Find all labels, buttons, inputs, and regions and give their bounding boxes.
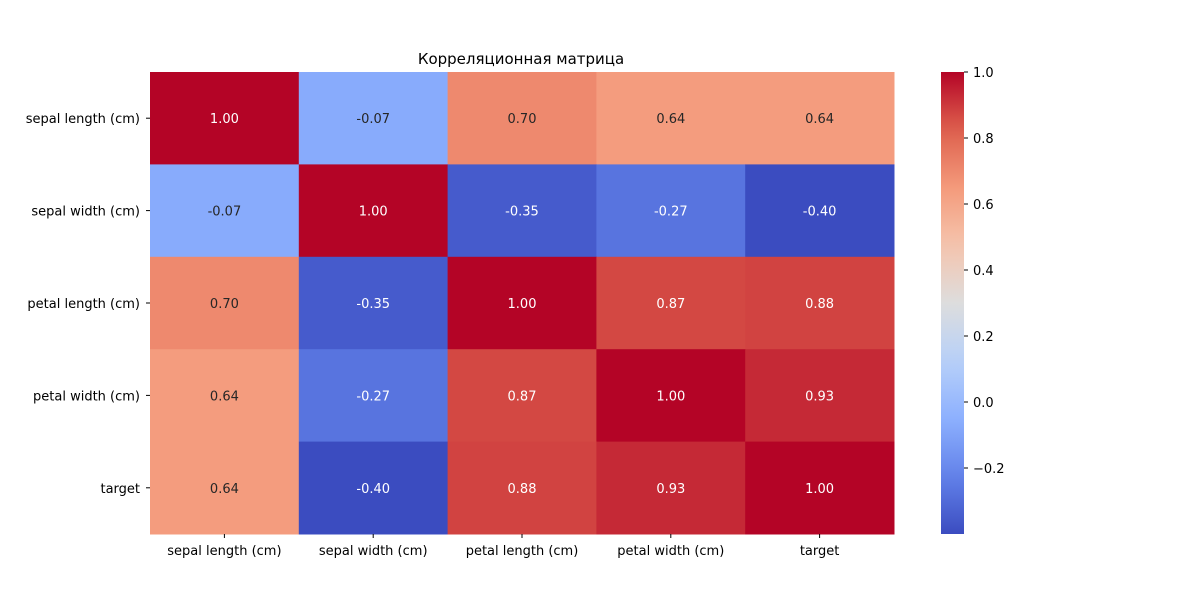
cell-value-label: 0.93 <box>656 482 685 497</box>
colorbar-tick-label: 0.0 <box>973 396 994 411</box>
heatmap-cell <box>298 72 449 165</box>
heatmap-cell <box>298 349 449 443</box>
cell-value-label: 1.00 <box>508 297 537 312</box>
heatmap-cell <box>150 164 300 258</box>
heatmap-cell <box>745 349 895 443</box>
cell-value-label: -0.07 <box>356 112 390 127</box>
cell-value-label: -0.40 <box>356 482 390 497</box>
heatmap-cell <box>596 72 746 165</box>
cell-value-label: 0.87 <box>656 297 685 312</box>
cell-value-label: 0.88 <box>805 297 834 312</box>
colorbar-tick-label: 0.8 <box>973 132 994 147</box>
heatmap-cell <box>745 441 895 535</box>
cell-value-label: 0.88 <box>508 482 537 497</box>
heatmap-cell <box>447 72 597 165</box>
heatmap-cell <box>745 256 895 350</box>
cell-value-label: 0.70 <box>508 112 537 127</box>
colorbar-tick-label: 0.2 <box>973 330 994 345</box>
cell-value-label: 0.64 <box>656 112 685 127</box>
heatmap-cell <box>596 256 746 350</box>
cell-value-label: 1.00 <box>805 482 834 497</box>
cell-value-label: 0.64 <box>210 389 239 404</box>
colorbar-tick-label: 0.6 <box>973 198 994 213</box>
heatmap-cell <box>150 349 300 443</box>
y-axis-tick-labels: sepal length (cm) sepal width (cm) petal l… <box>26 112 150 497</box>
cell-value-label: 0.70 <box>210 297 239 312</box>
y-tick-label: sepal length (cm) <box>26 112 140 127</box>
colorbar-tick-label: −0.2 <box>973 462 1005 477</box>
heatmap-cell <box>745 164 895 258</box>
heatmap-cell <box>447 349 597 443</box>
x-axis-tick-labels: sepal length (cm) sepal width (cm) petal l… <box>167 534 839 559</box>
cell-value-label: 0.64 <box>210 482 239 497</box>
cell-value-label: 1.00 <box>359 205 388 220</box>
heatmap-cell <box>298 256 449 350</box>
colorbar: 1.0 0.8 0.6 0.4 0.2 0.0 −0.2 <box>941 66 1005 534</box>
y-tick-label: target <box>100 482 140 497</box>
x-tick-label: petal length (cm) <box>466 544 579 559</box>
cell-value-label: -0.27 <box>356 389 390 404</box>
heatmap-cell <box>447 256 597 350</box>
colorbar-gradient <box>941 72 964 534</box>
heatmap-cell <box>745 72 895 165</box>
heatmap-cell <box>596 349 746 443</box>
cell-value-label: 0.87 <box>508 389 537 404</box>
cell-value-label: -0.40 <box>803 205 837 220</box>
colorbar-tick-label: 0.4 <box>973 264 994 279</box>
heatmap-cell <box>298 164 449 258</box>
cell-value-label: -0.27 <box>654 205 688 220</box>
cell-value-label: -0.35 <box>356 297 390 312</box>
heatmap-cell <box>596 164 746 258</box>
cell-value-label: 1.00 <box>210 112 239 127</box>
cell-value-label: -0.35 <box>505 205 539 220</box>
y-tick-label: sepal width (cm) <box>31 205 140 220</box>
heatmap-cell <box>150 441 300 535</box>
cell-value-label: 0.93 <box>805 389 834 404</box>
heatmap-cell <box>447 164 597 258</box>
heatmap-cell <box>596 441 746 535</box>
x-tick-label: sepal width (cm) <box>319 544 428 559</box>
y-tick-label: petal width (cm) <box>33 389 140 404</box>
cell-value-label: 1.00 <box>656 389 685 404</box>
chart-title: Корреляционная матрица <box>418 50 624 68</box>
cell-value-label: 0.64 <box>805 112 834 127</box>
x-tick-label: target <box>800 544 840 559</box>
colorbar-tick-label: 1.0 <box>973 66 994 81</box>
x-tick-label: sepal length (cm) <box>167 544 281 559</box>
heatmap-cells: 1.00 -0.07 0.70 0.64 0.64 -0.07 1.00 -0.35 -0.27… <box>150 72 895 535</box>
y-tick-label: petal length (cm) <box>27 297 140 312</box>
cell-value-label: -0.07 <box>208 205 242 220</box>
heatmap-cell <box>150 72 300 165</box>
x-tick-label: petal width (cm) <box>617 544 724 559</box>
heatmap-cell <box>447 441 597 535</box>
heatmap-cell <box>298 441 449 535</box>
heatmap-cell <box>150 256 300 350</box>
